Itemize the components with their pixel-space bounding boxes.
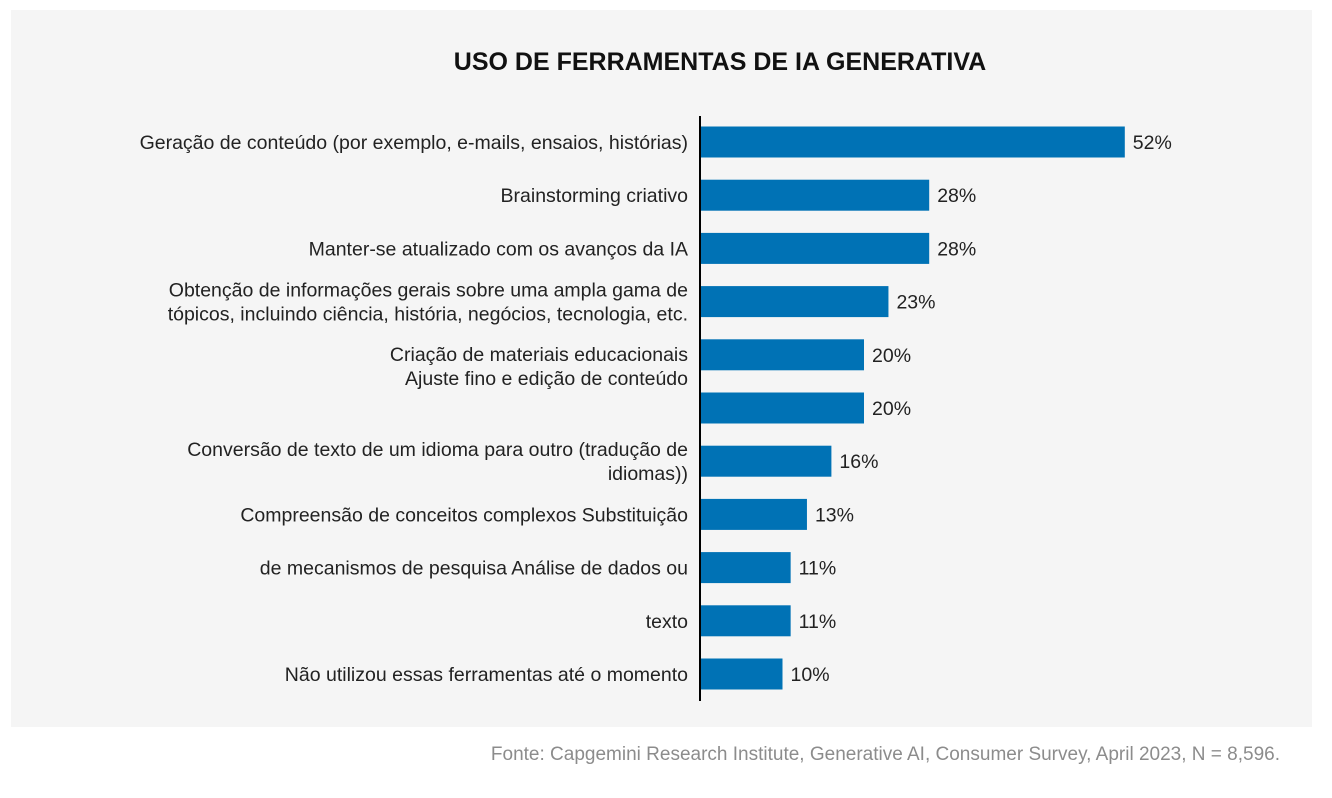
bar (701, 126, 1125, 158)
category-label: Não utilizou essas ferramentas até o mom… (285, 664, 688, 686)
value-label: 16% (839, 451, 878, 473)
category-label: Obtenção de informações gerais sobre uma… (169, 280, 688, 302)
value-label: 11% (799, 611, 837, 633)
bar (701, 339, 864, 371)
category-label: Ajuste fino e edição de conteúdo (405, 368, 688, 390)
bar (701, 286, 889, 318)
category-label: tópicos, incluindo ciência, história, ne… (168, 304, 688, 326)
bar (701, 498, 807, 530)
chart-title: USO DE FERRAMENTAS DE IA GENERATIVA (454, 48, 986, 76)
value-label: 20% (872, 398, 911, 420)
bar (701, 392, 864, 424)
value-label: 11% (799, 558, 837, 580)
bar (701, 232, 930, 264)
category-label: Geração de conteúdo (por exemplo, e-mail… (140, 132, 688, 154)
category-label: texto (646, 611, 688, 633)
value-label: 20% (872, 345, 911, 367)
category-label: de mecanismos de pesquisa Análise de dad… (260, 558, 688, 580)
bar (701, 658, 783, 690)
value-label: 13% (815, 504, 854, 526)
value-label: 52% (1133, 132, 1172, 154)
source-note: Fonte: Capgemini Research Institute, Gen… (490, 744, 1280, 765)
bar (701, 605, 791, 637)
bars-layer: 52% Geração de conteúdo (por exemplo, e-m… (140, 126, 1172, 690)
category-label: idiomas)) (608, 463, 688, 485)
value-label: 23% (896, 292, 935, 314)
category-label: Brainstorming criativo (501, 185, 689, 207)
category-label: Compreensão de conceitos complexos Subst… (240, 504, 688, 526)
bar (701, 445, 832, 477)
bar (701, 552, 791, 584)
value-label: 28% (937, 185, 976, 207)
category-label: Criação de materiais educacionais (390, 344, 688, 366)
category-label: Manter-se atualizado com os avanços da I… (309, 238, 688, 260)
bar-chart: USO DE FERRAMENTAS DE IA GENERATIVA 52% G… (140, 48, 1172, 701)
chart-panel: USO DE FERRAMENTAS DE IA GENERATIVA 52% G… (11, 10, 1312, 727)
category-label: Conversão de texto de um idioma para out… (187, 439, 688, 461)
bar (701, 179, 930, 211)
value-label: 10% (791, 664, 830, 686)
value-label: 28% (937, 238, 976, 260)
